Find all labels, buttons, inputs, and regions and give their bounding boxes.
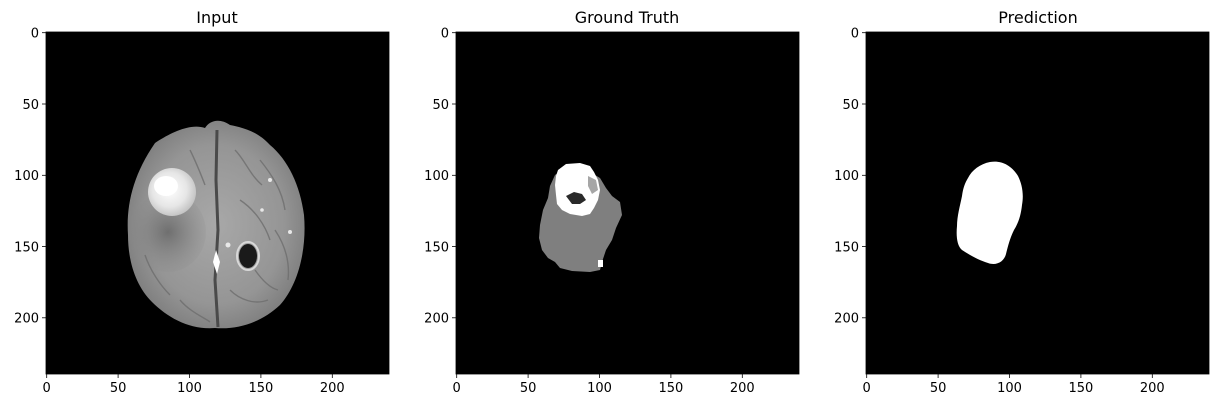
y-tick-label: 50	[432, 98, 449, 113]
y-tick-label: 50	[842, 98, 859, 113]
x-tick-label: 200	[1140, 381, 1165, 396]
panel-title: Input	[196, 8, 237, 27]
predicted-tumor	[956, 161, 1023, 264]
y-axis: 0 50 100 150 200	[834, 27, 866, 327]
panel-ground-truth: Ground Truth 0 50 100 150 200	[424, 8, 800, 396]
y-tick-label: 150	[424, 240, 449, 255]
x-tick-label: 0	[43, 381, 51, 396]
y-tick-label: 100	[834, 169, 859, 184]
y-tick-label: 100	[424, 169, 449, 184]
x-axis: 0 50 100 150 200	[863, 374, 1165, 396]
tumor-core-bright	[154, 176, 178, 196]
ventricle	[239, 244, 257, 268]
x-tick-label: 100	[997, 381, 1022, 396]
ventricle-rim	[236, 241, 260, 271]
ground-truth-mask	[456, 32, 799, 374]
y-tick-label: 100	[14, 169, 39, 184]
x-tick-label: 150	[658, 381, 683, 396]
midline	[213, 129, 220, 328]
panel-title: Prediction	[998, 8, 1077, 27]
y-tick-label: 200	[834, 312, 859, 327]
y-tick-label: 0	[441, 27, 449, 42]
y-tick-label: 200	[424, 312, 449, 327]
bright-spots	[225, 178, 292, 248]
x-tick-label: 100	[587, 381, 612, 396]
x-tick-label: 150	[1068, 381, 1093, 396]
x-tick-label: 0	[453, 381, 461, 396]
edema-region	[130, 192, 206, 272]
y-tick-label: 150	[834, 240, 859, 255]
x-tick-label: 50	[930, 381, 947, 396]
panel-title: Ground Truth	[575, 8, 680, 27]
image-background	[866, 32, 1209, 374]
y-tick-label: 200	[14, 312, 39, 327]
axes-frame	[45, 31, 390, 375]
y-tick-label: 0	[851, 27, 859, 42]
x-tick-label: 150	[248, 381, 273, 396]
x-tick-label: 200	[730, 381, 755, 396]
x-tick-label: 50	[520, 381, 537, 396]
axes-frame	[455, 31, 800, 375]
tumor-core-label	[555, 163, 600, 216]
y-tick-label: 150	[14, 240, 39, 255]
axes-frame	[865, 31, 1210, 375]
small-enhancing	[598, 260, 603, 267]
vessel-bright	[213, 250, 220, 274]
prediction-mask	[866, 32, 1209, 374]
image-background	[456, 32, 799, 374]
sulci-texture	[144, 149, 290, 323]
x-tick-label: 100	[177, 381, 202, 396]
x-tick-label: 50	[110, 381, 127, 396]
y-axis: 0 50 100 150 200	[14, 27, 46, 327]
x-tick-label: 0	[863, 381, 871, 396]
y-tick-label: 50	[22, 98, 39, 113]
y-axis: 0 50 100 150 200	[424, 27, 456, 327]
mri-image	[46, 32, 389, 374]
x-tick-label: 200	[320, 381, 345, 396]
y-tick-label: 0	[31, 27, 39, 42]
necrotic-core	[566, 192, 586, 204]
edema-inclusion	[588, 176, 598, 194]
x-axis: 0 50 100 150 200	[43, 374, 345, 396]
panel-prediction: Prediction 0 50 100 150 200 0 50 10	[834, 8, 1210, 396]
panel-input: Input	[14, 8, 390, 396]
x-axis: 0 50 100 150 200	[453, 374, 755, 396]
